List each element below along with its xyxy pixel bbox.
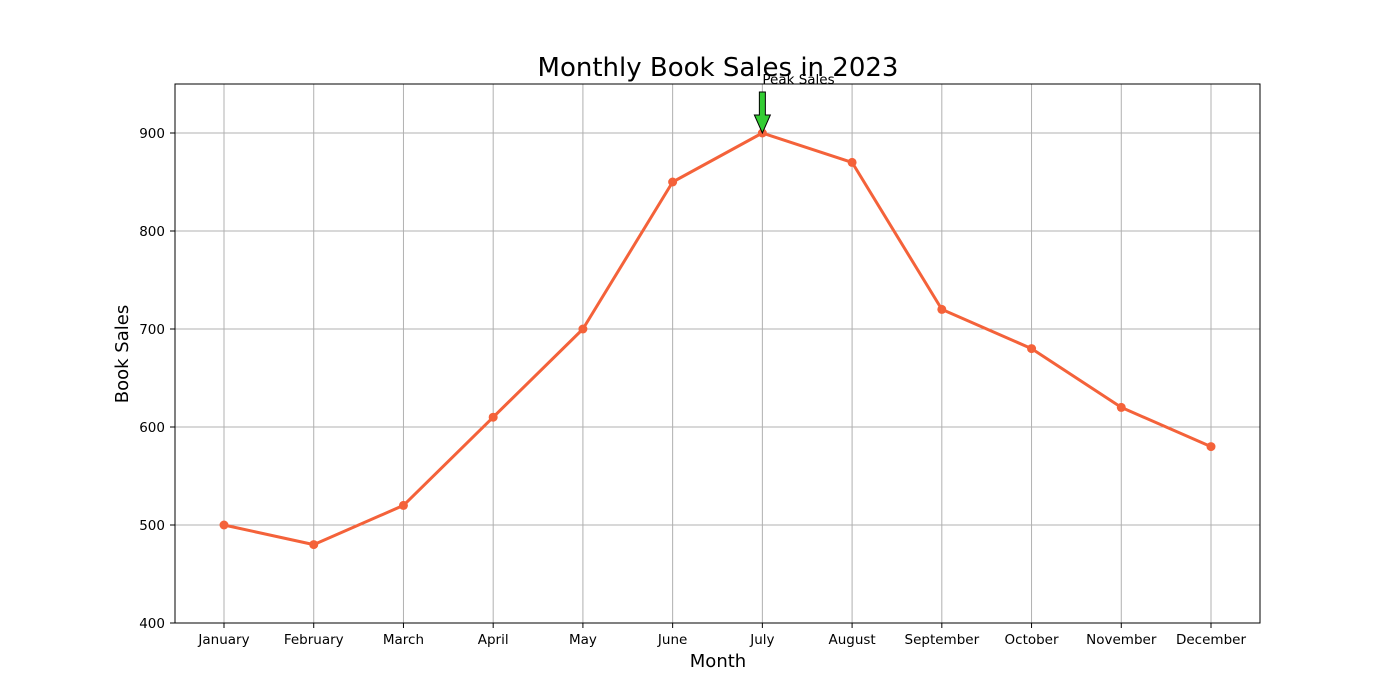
series-line — [223, 131, 1212, 547]
y-tick-label: 400 — [139, 616, 165, 632]
x-tick-label: May — [569, 632, 597, 648]
x-tick-label: February — [284, 632, 344, 648]
series-layer — [219, 128, 1216, 550]
data-point — [398, 500, 408, 510]
data-point — [937, 304, 947, 314]
annotation-text: Peak Sales — [762, 72, 834, 88]
y-tick-label: 900 — [139, 126, 165, 142]
x-tick-label: June — [657, 632, 687, 648]
data-point — [1027, 344, 1037, 354]
data-point — [1206, 442, 1216, 452]
x-tick-label: December — [1176, 632, 1246, 648]
x-tick-label: March — [383, 632, 424, 648]
x-tick-label: November — [1086, 632, 1157, 648]
data-point — [219, 520, 229, 530]
x-tick-label: April — [478, 632, 509, 648]
data-point — [578, 324, 588, 334]
plot-frame — [174, 83, 1261, 624]
annotation-arrow — [753, 91, 772, 135]
annotation-layer: Peak Sales — [753, 72, 835, 135]
y-tick-label: 600 — [139, 420, 165, 436]
data-point — [847, 157, 857, 167]
x-tick-label: August — [828, 632, 875, 648]
y-axis-label: Book Sales — [112, 305, 133, 403]
x-tick-label: October — [1005, 632, 1059, 648]
x-tick-label: September — [905, 632, 980, 648]
x-tick-label: July — [749, 632, 774, 648]
x-axis-ticks: January February March April May June July Augu… — [197, 623, 1246, 648]
data-point — [309, 540, 319, 550]
y-tick-label: 700 — [139, 322, 165, 338]
y-axis-ticks: 400 500 600 700 800 900 — [139, 126, 175, 632]
data-point — [1116, 402, 1126, 412]
y-tick-label: 800 — [139, 224, 165, 240]
y-tick-label: 500 — [139, 518, 165, 534]
x-axis-label: Month — [690, 651, 746, 672]
chart-title: Monthly Book Sales in 2023 — [538, 53, 899, 83]
data-point — [668, 177, 678, 187]
data-point — [488, 412, 498, 422]
x-tick-label: January — [197, 632, 249, 648]
